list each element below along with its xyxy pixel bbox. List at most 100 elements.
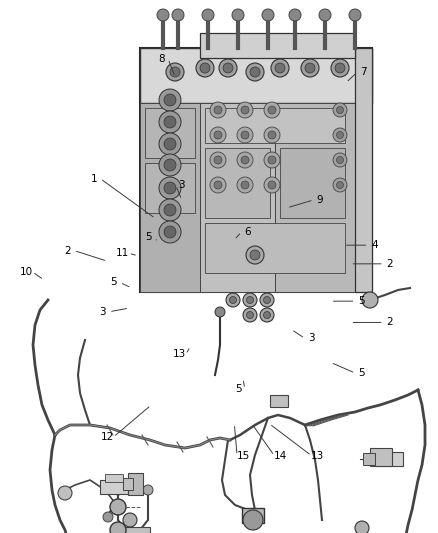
Circle shape bbox=[241, 106, 249, 114]
Circle shape bbox=[237, 152, 253, 168]
Circle shape bbox=[210, 152, 226, 168]
Circle shape bbox=[215, 307, 225, 317]
Circle shape bbox=[223, 63, 233, 73]
Bar bbox=[363, 453, 375, 465]
Circle shape bbox=[264, 296, 271, 303]
Circle shape bbox=[241, 181, 249, 189]
Circle shape bbox=[241, 156, 249, 164]
Circle shape bbox=[331, 59, 349, 77]
Circle shape bbox=[264, 152, 280, 168]
Circle shape bbox=[336, 132, 343, 139]
Text: 12: 12 bbox=[101, 432, 114, 442]
Text: 11: 11 bbox=[116, 248, 129, 258]
Bar bbox=[140, 48, 372, 292]
Circle shape bbox=[210, 127, 226, 143]
Text: 4: 4 bbox=[371, 240, 378, 250]
Bar bbox=[100, 480, 128, 494]
Circle shape bbox=[333, 178, 347, 192]
Bar bbox=[140, 48, 372, 103]
Text: 13: 13 bbox=[311, 451, 324, 461]
Circle shape bbox=[159, 89, 181, 111]
Circle shape bbox=[335, 63, 345, 73]
Text: 2: 2 bbox=[386, 318, 393, 327]
Text: 2: 2 bbox=[64, 246, 71, 255]
Bar bbox=[205, 148, 270, 218]
Circle shape bbox=[362, 292, 378, 308]
Circle shape bbox=[260, 308, 274, 322]
Circle shape bbox=[159, 154, 181, 176]
Circle shape bbox=[143, 485, 153, 495]
Bar bbox=[275, 103, 355, 292]
Circle shape bbox=[164, 138, 176, 150]
Circle shape bbox=[159, 111, 181, 133]
Circle shape bbox=[166, 63, 184, 81]
Bar bbox=[145, 108, 195, 158]
Circle shape bbox=[247, 311, 254, 319]
Circle shape bbox=[336, 157, 343, 164]
Circle shape bbox=[349, 9, 361, 21]
Circle shape bbox=[226, 293, 240, 307]
Bar bbox=[120, 527, 150, 533]
Circle shape bbox=[210, 102, 226, 118]
Circle shape bbox=[210, 177, 226, 193]
Circle shape bbox=[241, 131, 249, 139]
Circle shape bbox=[260, 293, 274, 307]
Circle shape bbox=[164, 94, 176, 106]
Circle shape bbox=[333, 128, 347, 142]
Circle shape bbox=[164, 204, 176, 216]
Text: 15: 15 bbox=[237, 451, 250, 461]
Circle shape bbox=[250, 67, 260, 77]
Circle shape bbox=[237, 102, 253, 118]
Circle shape bbox=[58, 486, 72, 500]
Circle shape bbox=[164, 226, 176, 238]
Text: 7: 7 bbox=[360, 67, 367, 77]
Circle shape bbox=[164, 159, 176, 171]
Circle shape bbox=[172, 9, 184, 21]
Circle shape bbox=[264, 102, 280, 118]
Circle shape bbox=[333, 103, 347, 117]
Circle shape bbox=[268, 106, 276, 114]
Text: 8: 8 bbox=[159, 54, 166, 63]
Circle shape bbox=[268, 181, 276, 189]
Circle shape bbox=[264, 127, 280, 143]
Text: 3: 3 bbox=[178, 181, 185, 190]
Circle shape bbox=[268, 131, 276, 139]
Text: 3: 3 bbox=[99, 307, 106, 317]
Bar bbox=[128, 473, 143, 495]
Circle shape bbox=[250, 250, 260, 260]
Circle shape bbox=[232, 9, 244, 21]
Bar bbox=[270, 395, 288, 407]
Bar bbox=[123, 478, 133, 490]
Circle shape bbox=[305, 63, 315, 73]
Circle shape bbox=[123, 513, 137, 527]
Bar bbox=[205, 223, 345, 273]
Circle shape bbox=[110, 499, 126, 515]
Bar bbox=[370, 448, 392, 466]
Circle shape bbox=[301, 59, 319, 77]
Bar bbox=[280, 148, 345, 218]
Circle shape bbox=[243, 308, 257, 322]
Circle shape bbox=[214, 181, 222, 189]
Text: 13: 13 bbox=[173, 350, 186, 359]
Circle shape bbox=[214, 106, 222, 114]
Text: 14: 14 bbox=[274, 451, 287, 461]
Circle shape bbox=[319, 9, 331, 21]
Circle shape bbox=[219, 59, 237, 77]
Bar bbox=[140, 103, 200, 292]
Circle shape bbox=[159, 177, 181, 199]
Circle shape bbox=[275, 63, 285, 73]
Circle shape bbox=[237, 127, 253, 143]
Bar bbox=[242, 508, 264, 523]
Circle shape bbox=[202, 9, 214, 21]
Circle shape bbox=[164, 116, 176, 128]
Circle shape bbox=[113, 485, 123, 495]
Circle shape bbox=[246, 246, 264, 264]
Circle shape bbox=[264, 177, 280, 193]
Circle shape bbox=[264, 311, 271, 319]
Text: 10: 10 bbox=[20, 267, 33, 277]
Text: 2: 2 bbox=[386, 259, 393, 269]
Text: 5: 5 bbox=[358, 368, 365, 378]
Text: 5: 5 bbox=[145, 232, 152, 242]
Circle shape bbox=[271, 59, 289, 77]
Circle shape bbox=[159, 221, 181, 243]
